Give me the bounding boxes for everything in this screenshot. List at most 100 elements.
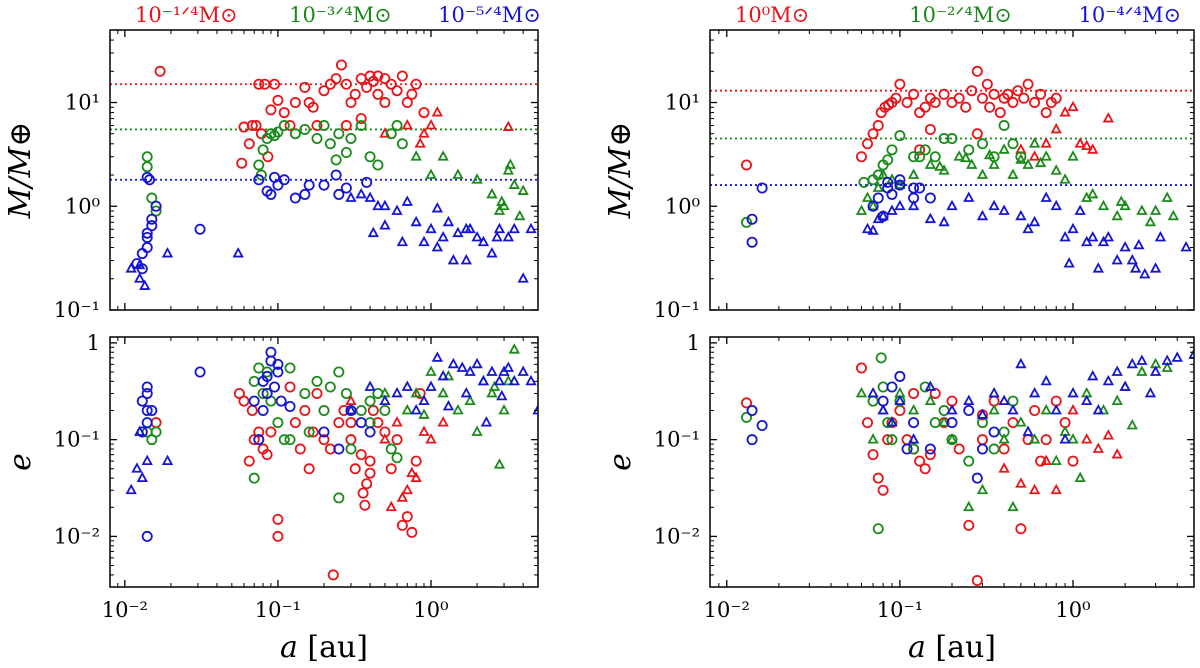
triangle-marker-blue <box>372 199 384 211</box>
circle-marker-red <box>345 417 357 429</box>
x-tick-label: 10⁻¹ <box>255 598 301 622</box>
circle-marker-green <box>919 381 931 393</box>
x-tick-label: 10⁻² <box>102 598 148 622</box>
triangle-marker-green <box>418 408 430 419</box>
circle-marker-green <box>877 381 889 393</box>
triangle-marker-green <box>983 148 996 160</box>
circle-marker-red <box>272 94 284 106</box>
circle-marker-red <box>929 97 941 109</box>
circle-marker-blue <box>756 419 768 431</box>
circle-marker-blue <box>914 182 926 194</box>
triangle-marker-blue <box>963 191 975 202</box>
triangle-marker-green <box>1126 419 1138 430</box>
triangle-marker-red <box>1040 454 1052 465</box>
panel-bottom-right: 10⁻² 10⁻¹ 1 10⁻² 10⁻¹ 10⁰ a [au] e <box>603 331 1195 665</box>
triangle-marker-green <box>502 374 514 386</box>
circle-marker-red <box>963 519 975 531</box>
circle-marker-blue <box>269 381 281 393</box>
triangle-marker-green <box>998 433 1010 444</box>
triangle-marker-blue <box>431 202 443 213</box>
circle-marker-red <box>882 434 894 446</box>
triangle-marker-green <box>442 369 455 381</box>
circle-marker-blue <box>318 426 330 438</box>
circle-marker-red <box>359 499 371 511</box>
circle-marker-red <box>367 405 379 417</box>
circle-marker-blue <box>894 370 906 382</box>
triangle-marker-blue <box>125 483 137 495</box>
y-tick-label: 10⁰ <box>65 194 100 218</box>
triangle-marker-blue <box>1149 262 1162 273</box>
triangle-marker-blue <box>471 357 483 369</box>
circle-marker-blue <box>265 346 277 358</box>
triangle-marker-blue <box>364 191 376 202</box>
triangle-marker-blue <box>425 222 437 234</box>
triangle-marker-blue <box>379 199 391 211</box>
triangle-marker-green <box>437 386 449 398</box>
circle-marker-red <box>238 395 250 407</box>
circle-marker-red <box>938 88 950 100</box>
triangle-marker-blue <box>1087 231 1099 242</box>
circle-marker-green <box>150 426 162 438</box>
circle-marker-green <box>385 443 397 455</box>
circle-marker-red <box>236 157 248 169</box>
panel-bottom-left: 10⁻² 10⁻¹ 1 10⁻² 10⁻¹ 10⁰ a [au] e <box>3 331 539 665</box>
circle-marker-green <box>963 455 975 467</box>
triangle-marker-blue <box>139 279 151 290</box>
circle-marker-green <box>894 130 906 142</box>
triangle-marker-green <box>960 151 972 163</box>
triangle-marker-green <box>410 386 422 398</box>
circle-marker-red <box>272 530 284 542</box>
triangle-marker-blue <box>437 231 449 242</box>
circle-marker-green <box>929 151 941 163</box>
triangle-marker-blue <box>1050 199 1062 211</box>
circle-marker-red <box>953 92 965 104</box>
triangle-marker-blue <box>525 222 537 234</box>
circle-marker-red <box>901 97 913 109</box>
circle-marker-red <box>971 128 983 140</box>
circle-marker-green <box>872 169 884 181</box>
circle-marker-green <box>938 132 950 144</box>
circle-marker-red <box>303 463 315 475</box>
circle-marker-blue <box>340 182 352 194</box>
triangle-marker-blue <box>1007 404 1019 415</box>
circle-marker-green <box>872 523 884 535</box>
y-tick-label: 10⁻¹ <box>654 298 700 322</box>
triangle-marker-blue <box>136 471 148 483</box>
y-tick-label: 10⁻¹ <box>54 298 100 322</box>
triangle-marker-blue <box>886 204 898 215</box>
triangle-marker-red <box>1050 122 1062 134</box>
triangle-marker-red <box>1092 442 1104 453</box>
circle-marker-red <box>867 128 879 140</box>
circle-marker-green <box>324 138 336 150</box>
circle-marker-blue <box>269 171 281 183</box>
triangle-marker-red <box>437 416 449 427</box>
circle-marker-red <box>284 120 296 132</box>
triangle-marker-green <box>1040 404 1052 415</box>
triangle-marker-blue <box>907 199 920 211</box>
triangle-marker-blue <box>1081 394 1093 406</box>
triangle-marker-green <box>486 187 498 199</box>
legend-label-green: 10⁻³ᐟ⁴M⊙ <box>289 3 392 27</box>
circle-marker-red <box>953 443 965 455</box>
triangle-marker-blue <box>131 462 143 473</box>
circle-marker-red <box>976 434 988 446</box>
triangle-marker-red <box>1028 483 1041 495</box>
circle-marker-red <box>391 85 403 97</box>
circle-marker-red <box>335 59 347 71</box>
circle-marker-blue <box>886 188 898 200</box>
panel-top-left: 10⁻¹ 10⁰ 10¹ M/M⊕ 10⁻¹ᐟ⁴M⊙ 10⁻³ᐟ⁴M⊙ 10⁻⁵ᐟ⁴M⊙ <box>3 3 541 322</box>
triangle-marker-green <box>471 173 483 184</box>
circle-marker-green <box>858 176 870 188</box>
triangle-marker-green <box>1028 433 1041 444</box>
triangle-marker-blue <box>1040 191 1052 202</box>
triangle-marker-green <box>1007 168 1019 179</box>
triangle-marker-blue <box>1074 204 1086 215</box>
circle-marker-green <box>882 154 894 166</box>
circle-marker-red <box>418 107 430 119</box>
triangle-marker-blue <box>410 215 422 227</box>
triangle-marker-green <box>976 168 989 179</box>
triangle-marker-blue <box>125 262 137 273</box>
triangle-marker-blue <box>471 231 483 242</box>
x-axis-label: a [au] <box>908 630 996 665</box>
triangle-marker-red <box>425 119 437 130</box>
